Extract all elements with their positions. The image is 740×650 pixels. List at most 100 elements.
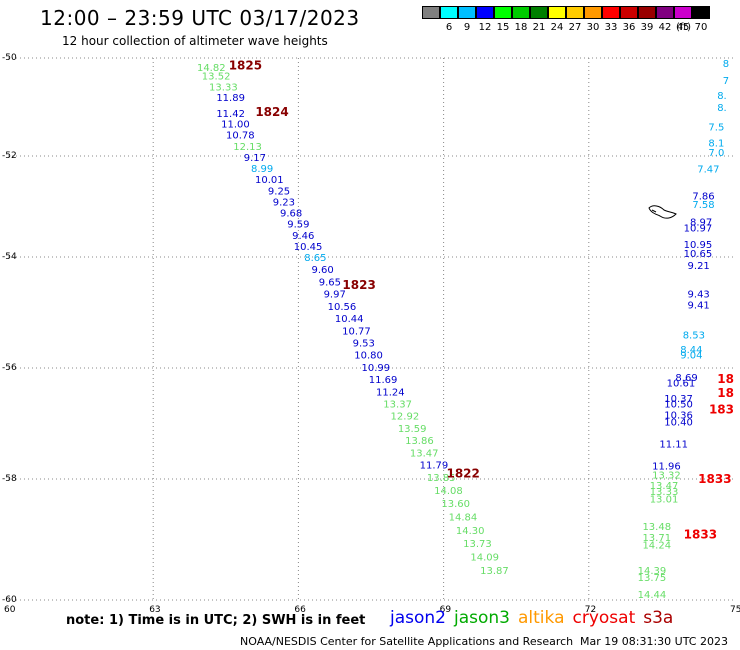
wave-height-label: 11.69 <box>369 375 398 386</box>
wave-height-label: 8.65 <box>304 253 326 264</box>
colorbar-label: 6 <box>445 22 453 33</box>
wave-height-label: 9.04 <box>680 351 702 362</box>
colorbar-swatch <box>440 6 458 19</box>
wave-height-label: 10.97 <box>684 224 713 235</box>
colorbar-label: 27 <box>568 22 582 33</box>
colorbar-unit: (ft) <box>676 22 692 33</box>
wave-height-label: 14.84 <box>449 513 478 524</box>
island-outline <box>648 205 677 219</box>
pass-time-label: 1822 <box>446 466 479 480</box>
wave-height-label: 9.53 <box>353 338 375 349</box>
wave-height-label: 7.58 <box>692 200 714 211</box>
lon-tick-label: 72 <box>585 605 596 615</box>
wave-height-label: 11.42 <box>216 109 245 120</box>
colorbar-label: 42 <box>658 22 672 33</box>
lat-tick-label: -54 <box>2 252 17 262</box>
wave-height-label: 7.86 <box>692 191 714 202</box>
colorbar-label: 33 <box>604 22 618 33</box>
pass-time-label: 1833 <box>684 528 717 542</box>
colorbar-swatch <box>512 6 530 19</box>
wave-height-label: 8.69 <box>675 373 697 384</box>
wave-height-label: 10.50 <box>664 400 693 411</box>
pass-time-label: 1833 <box>698 472 731 486</box>
lon-tick-label: 66 <box>294 605 306 615</box>
satellite-s3a: s3a <box>643 608 674 628</box>
colorbar-swatch <box>548 6 566 19</box>
wave-height-label: 13.60 <box>441 499 470 510</box>
colorbar-swatch <box>638 6 656 19</box>
colorbar-swatch <box>422 6 440 19</box>
wave-height-label: 9.97 <box>324 290 346 301</box>
lat-tick-label: -52 <box>2 151 17 161</box>
lon-tick-label: 63 <box>149 605 160 615</box>
colorbar-label: 70 <box>694 22 708 33</box>
wave-height-label: 8.44 <box>680 345 702 356</box>
wave-height-label: 9.59 <box>287 220 309 231</box>
colorbar-swatch <box>602 6 620 19</box>
wave-height-label: 10.56 <box>328 302 357 313</box>
wave-height-label: 10.95 <box>684 240 713 251</box>
wave-height-label: 10.78 <box>226 130 255 141</box>
wave-height-label: 10.77 <box>342 326 371 337</box>
colorbar-swatch <box>494 6 512 19</box>
wave-height-label: 14.24 <box>642 540 671 551</box>
wave-height-label: 9.25 <box>268 186 290 197</box>
wave-height-label: 11.00 <box>221 120 250 131</box>
colorbar-swatch <box>656 6 674 19</box>
wave-height-label: 8.1 <box>708 138 724 149</box>
wave-height-label: 10.40 <box>664 417 693 428</box>
wave-height-label: 7.5 <box>708 123 724 134</box>
wave-height-values: 14.8213.5213.3311.8911.4211.0010.7812.13… <box>197 59 729 601</box>
lon-tick-label: 75 <box>730 605 740 615</box>
wave-height-label: 10.44 <box>335 314 364 325</box>
lon-tick-label: 69 <box>440 605 452 615</box>
colorbar-label: 30 <box>586 22 600 33</box>
lat-tick-label: -50 <box>2 53 17 63</box>
wave-height-label: 13.47 <box>650 481 679 492</box>
wave-height-label: 14.30 <box>456 526 485 537</box>
wave-height-label: 11.96 <box>652 462 681 473</box>
wave-height-label: 8. <box>717 91 727 102</box>
colorbar-label: 21 <box>532 22 546 33</box>
colorbar-swatch <box>674 6 692 19</box>
wave-height-label: 13.71 <box>642 533 671 544</box>
wave-height-label: 10.45 <box>294 242 323 253</box>
wave-height-label: 11.89 <box>216 93 245 104</box>
wave-height-label: 10.36 <box>664 411 693 422</box>
wave-height-label: 10.37 <box>664 394 693 405</box>
wave-height-label: 10.61 <box>667 378 696 389</box>
satellite-altika: altika <box>518 608 565 628</box>
wave-height-label: 13.87 <box>480 566 509 577</box>
wave-height-label: 13.85 <box>427 473 456 484</box>
footer-timestamp: Mar 19 08:31:30 UTC 2023 <box>580 635 728 648</box>
footer-credit: NOAA/NESDIS Center for Satellite Applica… <box>240 635 574 648</box>
wave-height-label: 8 <box>723 59 729 70</box>
lat-tick-label: -60 <box>2 595 17 605</box>
wave-height-label: 13.01 <box>650 494 679 505</box>
wave-height-label: 9.41 <box>688 301 710 312</box>
wave-height-label: 13.32 <box>652 471 681 482</box>
wave-height-label: 7.0 <box>708 148 724 159</box>
pass-time-label: 1824 <box>255 105 288 119</box>
lon-tick-label: 60 <box>4 605 16 615</box>
colorbar-label: 9 <box>463 22 471 33</box>
lat-tick-label: -56 <box>2 363 17 373</box>
pass-time-label: 18 <box>717 372 734 386</box>
wave-height-label: 12.13 <box>233 142 262 153</box>
satellite-legend: jason2 jason3 altika cryosat s3a <box>390 608 681 628</box>
wave-height-label: 9.65 <box>319 277 341 288</box>
wave-height-label: 13.33 <box>209 82 238 93</box>
pass-time-label: 1823 <box>342 278 375 292</box>
chart-title: 12:00 – 23:59 UTC 03/17/2023 <box>40 6 360 30</box>
pass-time-label: 18 <box>717 386 734 400</box>
wave-height-label: 13.33 <box>650 487 679 498</box>
wave-height-label: 13.48 <box>642 522 671 533</box>
wave-height-label: 13.52 <box>202 72 231 83</box>
wave-height-label: 14.09 <box>470 552 499 563</box>
wave-height-label: 10.99 <box>362 363 391 374</box>
colorbar-label: 45 <box>676 22 690 33</box>
wave-height-label: 8. <box>717 103 727 114</box>
wave-height-label: 13.37 <box>383 400 412 411</box>
